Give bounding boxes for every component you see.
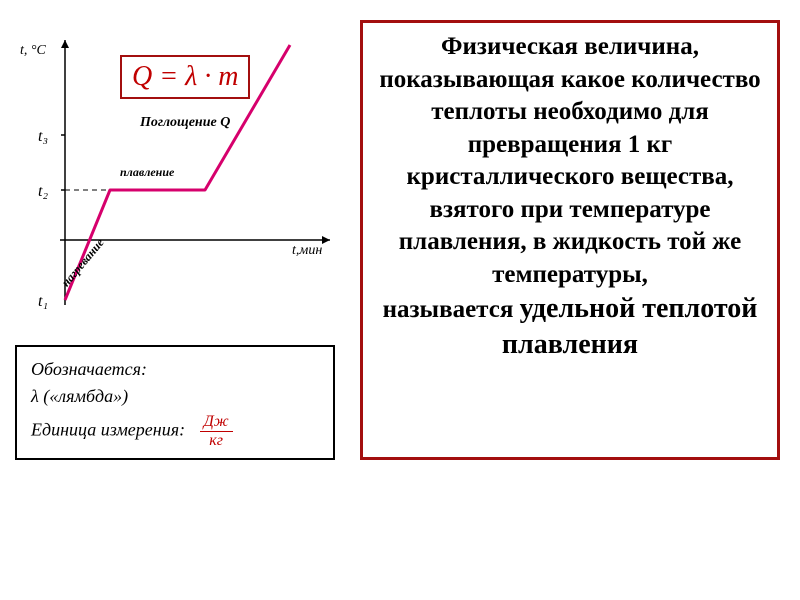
tick-t3: t₃ xyxy=(38,128,48,146)
unit-numerator: Дж xyxy=(200,413,233,432)
notation-line1: Обозначается: xyxy=(31,359,319,380)
notation-line2: λ («лямбда») xyxy=(31,386,319,407)
tick-t1: t₁ xyxy=(38,293,48,311)
definition-box: Физическая величина, показывающая какое … xyxy=(360,20,780,460)
y-axis-label: t, °C xyxy=(20,43,46,59)
phase-chart: t, °C t,мин t₁ t₂ t₃ Q = λ · m Поглощени… xyxy=(10,25,340,315)
x-axis-label: t,мин xyxy=(292,243,322,259)
unit-label: Единица измерения: xyxy=(31,420,185,440)
definition-text: Физическая величина, показывающая какое … xyxy=(373,31,767,364)
melting-label: плавление xyxy=(120,165,174,180)
tick-t2: t₂ xyxy=(38,183,48,201)
notation-line3: Единица измерения: Дж кг xyxy=(31,413,319,450)
notation-box: Обозначается: λ («лямбда») Единица измер… xyxy=(15,345,335,460)
absorption-label: Поглощение Q xyxy=(140,115,230,131)
formula-box: Q = λ · m xyxy=(120,55,250,99)
unit-fraction: Дж кг xyxy=(200,413,233,450)
unit-denominator: кг xyxy=(200,432,233,450)
